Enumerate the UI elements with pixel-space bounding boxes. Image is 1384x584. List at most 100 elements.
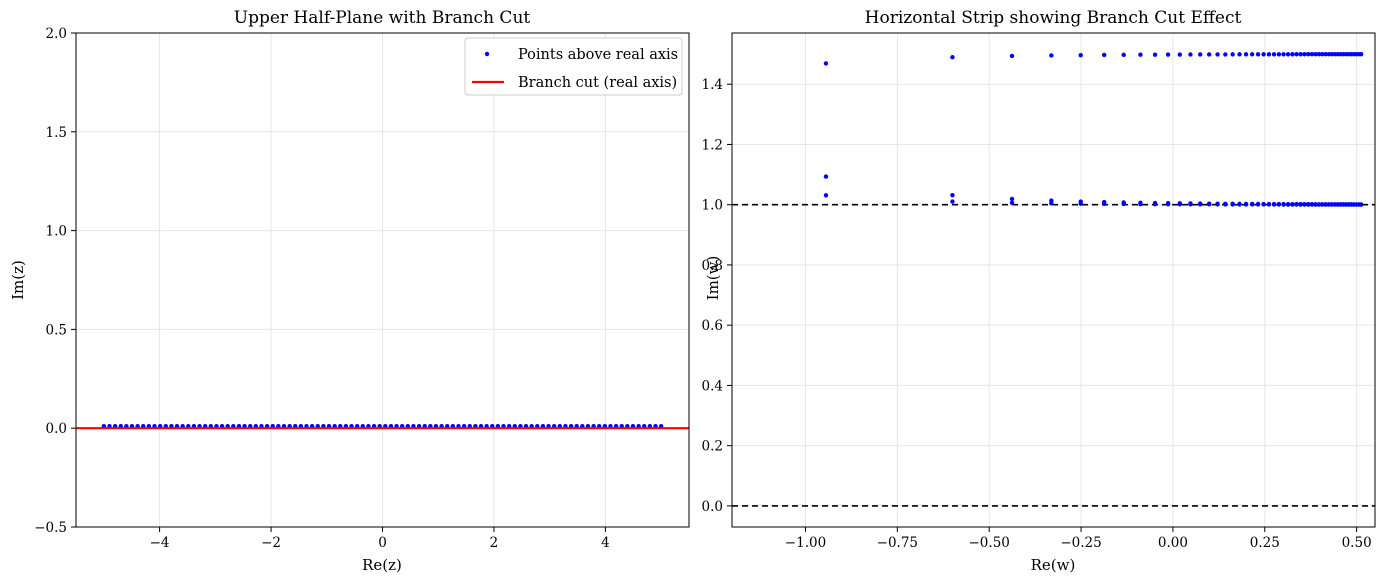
right-data-point: [1276, 52, 1282, 57]
right-data-point: [950, 193, 955, 198]
right-data-point: [1285, 202, 1291, 207]
left-grid: [76, 32, 689, 528]
right-data-point: [1188, 52, 1193, 57]
right-data-point: [950, 199, 955, 204]
right-data-point: [1290, 52, 1295, 57]
left-x-tick-label: 0: [378, 535, 387, 551]
right-data-point: [1329, 52, 1334, 57]
right-data-point: [1249, 52, 1255, 57]
right-data-point: [1309, 52, 1315, 57]
right-data-point: [1165, 201, 1171, 207]
right-data-point: [1266, 202, 1272, 207]
right-data-point: [1206, 202, 1212, 207]
right-y-tick-label: 1.4: [702, 77, 723, 93]
left-x-tick-label: −4: [150, 535, 170, 551]
right-data-point: [1049, 53, 1054, 58]
legend-marker-points: [484, 51, 490, 57]
right-data-point: [823, 193, 829, 198]
left-x-ticks: −4 −2 0 2 4: [150, 527, 610, 551]
left-y-axis-label: Im(z): [9, 260, 27, 300]
right-data-point: [1243, 202, 1249, 207]
left-y-tick-label: 0.5: [46, 322, 67, 338]
left-y-tick-label: 0.0: [46, 421, 67, 437]
right-data-point: [1302, 202, 1307, 207]
right-grid: [732, 33, 1375, 527]
right-data-point: [1101, 201, 1107, 207]
right-data-point: [1320, 202, 1325, 207]
right-data-point: [1316, 52, 1322, 57]
right-data-point: [1358, 202, 1364, 207]
right-data-point: [1078, 52, 1083, 58]
right-y-tick-label: 0.0: [702, 499, 723, 515]
right-data-point: [1298, 202, 1303, 207]
right-y-axis-label: Im(w): [704, 256, 722, 301]
right-data-point: [1249, 202, 1255, 207]
right-data-point: [1121, 52, 1126, 58]
right-data-point: [1326, 202, 1331, 207]
right-y-tick-label: 1.0: [702, 198, 723, 214]
right-data-point: [1177, 202, 1183, 207]
legend-label-branch-cut: Branch cut (real axis): [518, 75, 677, 91]
right-data-point: [1223, 202, 1228, 207]
right-x-ticks: −1.00 −0.75 −0.50 −0.25 0.00 0.25 0.50: [785, 527, 1372, 551]
right-data-point: [1323, 52, 1328, 57]
left-y-tick-label: 2.0: [46, 26, 67, 42]
right-data-point: [1237, 202, 1242, 207]
right-y-tick-label: 0.2: [702, 439, 723, 455]
right-data-point: [1320, 52, 1325, 57]
right-data-point: [1281, 52, 1286, 57]
right-x-axis-label: Re(w): [1031, 556, 1076, 574]
right-y-ticks: 0.0 0.2 0.4 0.6 0.8 1.0 1.2 1.4: [702, 77, 732, 515]
right-data-point: [1326, 52, 1331, 57]
right-plot-border: [731, 32, 1376, 528]
right-data-point: [1009, 200, 1015, 205]
right-data-point: [1294, 52, 1299, 57]
right-data-point: [1255, 52, 1261, 57]
right-x-tick-label: 0.00: [1158, 535, 1188, 551]
right-data-point: [1230, 202, 1235, 207]
right-data-point: [1306, 52, 1311, 57]
right-y-tick-label: 0.8: [702, 258, 723, 274]
right-data-point: [823, 61, 829, 66]
right-data-point: [1049, 201, 1054, 206]
right-data-point: [1197, 202, 1203, 207]
right-x-tick-label: −0.50: [969, 535, 1010, 551]
left-x-tick-label: 2: [490, 535, 499, 551]
left-y-tick-label: 1.0: [46, 224, 67, 240]
right-data-point: [1138, 52, 1143, 57]
right-x-tick-label: −1.00: [785, 535, 826, 551]
right-data-point: [1215, 52, 1220, 57]
right-data-point: [1285, 52, 1291, 57]
right-data-point: [1223, 52, 1228, 57]
left-x-tick-label: 4: [601, 535, 610, 551]
right-data-point: [1302, 52, 1307, 57]
right-data-point: [1281, 202, 1286, 207]
right-data-point: [1237, 52, 1242, 57]
right-data-point: [1255, 202, 1261, 207]
legend-box: [464, 37, 683, 96]
right-data-point: [950, 55, 955, 60]
right-points-series: [823, 51, 1364, 207]
right-y-tick-label: 0.4: [702, 378, 723, 394]
right-data-point: [1121, 201, 1126, 207]
right-x-tick-label: 0.25: [1250, 535, 1280, 551]
right-reference-lines: [732, 203, 1375, 507]
right-data-point: [1313, 202, 1318, 207]
left-y-tick-label: 1.5: [46, 125, 67, 141]
left-chart-title: Upper Half-Plane with Branch Cut: [234, 8, 531, 28]
left-x-tick-label: −2: [261, 535, 281, 551]
right-data-point: [1266, 52, 1272, 57]
right-data-point: [1271, 52, 1277, 57]
right-data-point: [1215, 202, 1220, 207]
right-data-point: [1152, 201, 1158, 207]
right-data-point: [1306, 202, 1311, 207]
right-x-tick-label: 0.50: [1342, 535, 1372, 551]
right-chart-title: Horizontal Strip showing Branch Cut Effe…: [865, 8, 1242, 28]
left-y-tick-label: −0.5: [34, 520, 67, 536]
right-data-point: [1197, 52, 1203, 57]
right-x-tick-label: −0.75: [877, 535, 918, 551]
right-data-point: [1101, 52, 1107, 58]
right-data-point: [1009, 196, 1015, 202]
left-x-axis-label: Re(z): [362, 556, 402, 574]
